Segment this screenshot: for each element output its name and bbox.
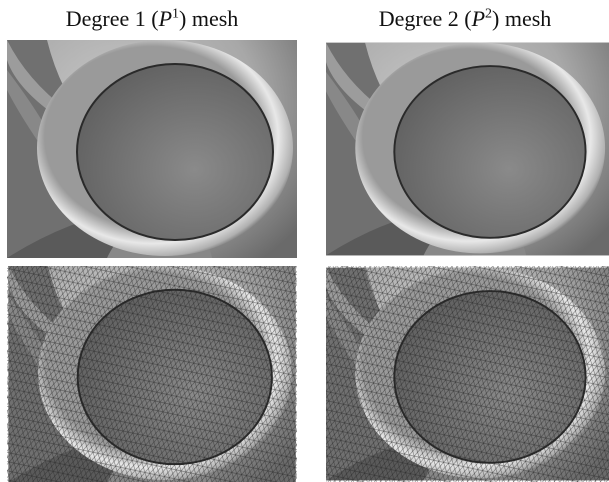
render-p1-mesh	[7, 266, 297, 482]
render-p1-shaded	[7, 40, 297, 258]
render-p2-mesh	[326, 266, 609, 482]
renders	[0, 0, 609, 482]
render-p2-shaded	[326, 43, 609, 256]
figure: Degree 1 (P1) mesh Degree 2 (P2) mesh	[0, 0, 609, 482]
